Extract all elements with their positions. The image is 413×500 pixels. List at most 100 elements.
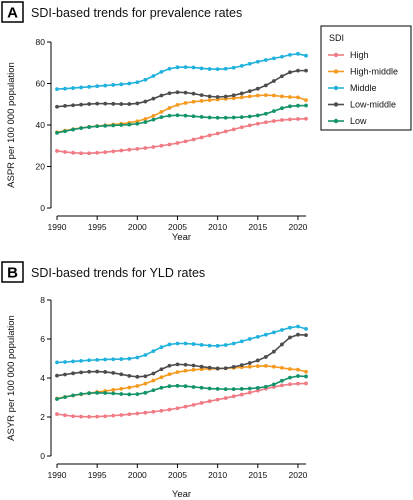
y-tick-label-b: 2 bbox=[40, 412, 45, 422]
data-point-middle-b bbox=[271, 330, 276, 335]
series-line-low-a bbox=[56, 104, 307, 134]
legend: SDI High High-middle Middle Low-middle Low bbox=[320, 25, 412, 131]
data-point-high-a bbox=[296, 117, 300, 121]
data-point-high-middle-b bbox=[280, 365, 284, 370]
y-tick-label-b: 0 bbox=[40, 451, 45, 461]
data-point-middle-a bbox=[207, 67, 212, 71]
data-point-high-middle-a bbox=[167, 106, 172, 110]
data-point-middle-b bbox=[263, 332, 268, 337]
data-point-low-middle-b bbox=[87, 369, 92, 374]
data-point-high-middle-a bbox=[183, 101, 188, 105]
data-point-middle-b bbox=[296, 324, 300, 329]
data-point-low-middle-b bbox=[71, 371, 75, 376]
data-point-middle-a bbox=[183, 65, 188, 70]
data-point-high-a bbox=[63, 150, 67, 154]
data-point-middle-a bbox=[111, 83, 116, 87]
data-point-high-b bbox=[167, 407, 172, 412]
data-point-low-a bbox=[119, 123, 124, 127]
data-point-high-b bbox=[119, 413, 124, 417]
data-point-high-a bbox=[159, 143, 164, 148]
x-tick-label-a: 1990 bbox=[48, 222, 67, 232]
y-tick-label-b: 6 bbox=[40, 334, 45, 344]
x-axis-title-b: Year bbox=[172, 489, 191, 500]
data-point-low-middle-b bbox=[239, 363, 244, 368]
data-point-low-middle-a bbox=[271, 79, 276, 83]
panel-a-letter: A bbox=[7, 5, 18, 22]
data-point-high-b bbox=[159, 408, 164, 413]
data-point-low-middle-b bbox=[280, 342, 284, 347]
data-point-low-a bbox=[103, 123, 108, 128]
data-point-high-b bbox=[255, 388, 260, 393]
data-point-low-b bbox=[103, 391, 108, 395]
data-point-high-middle-a bbox=[175, 102, 180, 107]
data-point-high-middle-b bbox=[111, 387, 116, 392]
x-tick-label-a: 2005 bbox=[168, 222, 187, 232]
data-point-high-middle-a bbox=[280, 94, 284, 99]
data-point-low-a bbox=[199, 115, 204, 119]
legend-label-high: High bbox=[350, 50, 369, 60]
data-point-middle-b bbox=[135, 355, 140, 360]
data-point-high-b bbox=[103, 414, 108, 419]
data-point-high-b bbox=[223, 396, 228, 400]
data-point-low-b bbox=[271, 382, 276, 387]
data-point-middle-b bbox=[304, 326, 308, 331]
data-point-low-a bbox=[63, 129, 67, 134]
data-point-low-middle-b bbox=[135, 374, 140, 379]
data-point-high-middle-a bbox=[271, 93, 276, 98]
data-point-low-middle-a bbox=[296, 68, 300, 73]
data-point-low-b bbox=[167, 384, 172, 389]
legend-swatch-marker-low bbox=[333, 118, 339, 124]
data-point-high-middle-b bbox=[247, 364, 252, 369]
data-point-low-b bbox=[255, 386, 260, 390]
data-point-low-b bbox=[280, 378, 284, 383]
data-point-low-a bbox=[71, 127, 75, 132]
legend-title: SDI bbox=[329, 33, 344, 43]
panel-a-header: A SDI-based trends for prevalence rates bbox=[1, 1, 242, 23]
y-tick-label-a: 60 bbox=[36, 79, 46, 89]
data-point-middle-a bbox=[71, 86, 75, 90]
data-point-high-b bbox=[63, 413, 67, 418]
x-tick-label-b: 2010 bbox=[208, 470, 227, 480]
data-point-low-middle-b bbox=[191, 363, 196, 368]
data-point-high-middle-b bbox=[296, 367, 300, 372]
data-point-low-middle-b bbox=[255, 358, 260, 363]
data-point-middle-a bbox=[167, 66, 172, 71]
data-point-low-middle-a bbox=[223, 94, 228, 99]
data-point-low-a bbox=[143, 120, 148, 124]
x-tick-label-b: 1995 bbox=[88, 470, 107, 480]
data-point-low-middle-b bbox=[263, 355, 268, 359]
x-tick-label-a: 2000 bbox=[128, 222, 147, 232]
data-point-high-middle-b bbox=[167, 372, 172, 377]
x-tick-label-a: 2020 bbox=[289, 222, 308, 232]
data-point-low-middle-a bbox=[288, 70, 292, 75]
data-point-low-b bbox=[247, 386, 252, 391]
data-point-low-middle-a bbox=[183, 90, 188, 95]
data-point-middle-a bbox=[143, 77, 148, 82]
data-point-high-b bbox=[215, 397, 220, 402]
data-point-high-middle-b bbox=[119, 386, 124, 391]
data-point-low-middle-b bbox=[167, 363, 172, 368]
data-point-high-b bbox=[143, 410, 148, 415]
data-point-low-middle-a bbox=[143, 99, 148, 104]
data-point-high-b bbox=[127, 412, 132, 417]
data-point-middle-a bbox=[304, 53, 308, 58]
data-point-low-middle-b bbox=[207, 365, 212, 370]
data-point-middle-a bbox=[247, 61, 252, 66]
y-tick-label-b: 4 bbox=[40, 373, 45, 383]
data-point-high-middle-b bbox=[151, 378, 156, 383]
panel-a-chart: 0 20 40 60 80 1990 1995 2000 2005 2010 2015 2020 Yea… bbox=[6, 37, 308, 243]
data-point-high-middle-b bbox=[263, 364, 268, 368]
data-point-middle-a bbox=[79, 85, 83, 90]
data-point-low-b bbox=[175, 383, 180, 388]
data-point-high-middle-b bbox=[183, 368, 188, 373]
data-point-middle-b bbox=[207, 343, 212, 348]
data-point-low-a bbox=[231, 115, 236, 120]
data-point-low-a bbox=[95, 124, 100, 129]
data-point-high-a bbox=[167, 142, 172, 147]
data-point-high-middle-a bbox=[247, 94, 252, 99]
data-point-high-a bbox=[263, 120, 268, 125]
data-point-low-middle-a bbox=[207, 94, 212, 99]
legend-swatch-marker-high-middle bbox=[333, 69, 339, 74]
data-point-low-middle-a bbox=[151, 96, 156, 101]
